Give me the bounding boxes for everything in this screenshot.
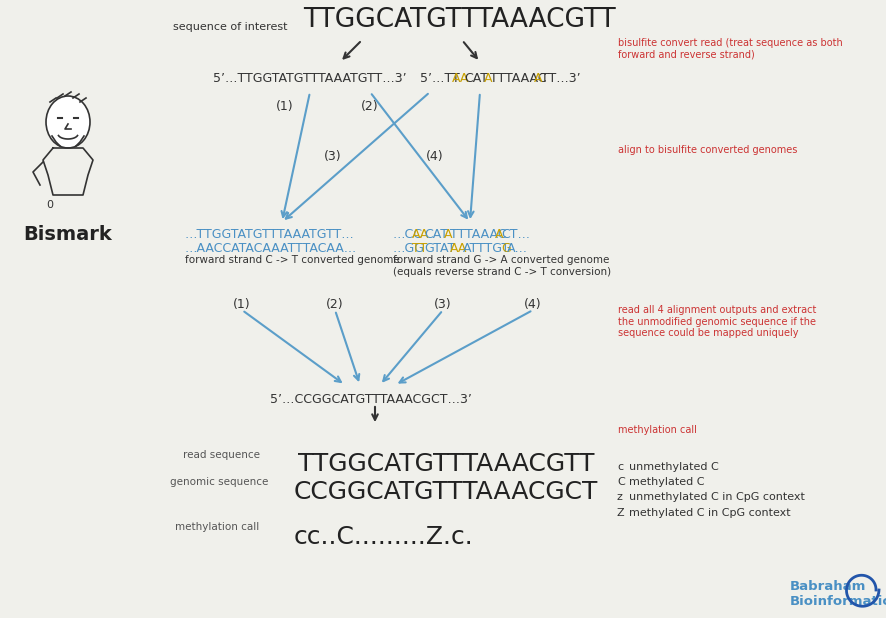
Text: genomic sequence: genomic sequence [170,477,268,487]
Text: read sequence: read sequence [183,450,260,460]
Text: …AACCATACAAATTTACAA…: …AACCATACAAATTTACAA… [185,242,357,255]
Text: TTTAAAC: TTTAAAC [490,72,547,85]
Text: (2): (2) [326,298,344,311]
Text: read all 4 alignment outputs and extract
the unmodified genomic sequence if the
: read all 4 alignment outputs and extract… [618,305,816,338]
Text: AA: AA [450,242,468,255]
Text: methylated C in CpG context: methylated C in CpG context [629,508,790,518]
Text: A: A [484,72,492,85]
Text: TT: TT [412,242,427,255]
Text: C: C [617,477,625,487]
Text: 0: 0 [46,200,53,210]
Text: (4): (4) [525,298,542,311]
Text: G: G [501,242,510,255]
Text: (4): (4) [426,150,444,163]
Text: …CC: …CC [393,228,423,241]
Text: align to bisulfite converted genomes: align to bisulfite converted genomes [618,145,797,155]
Text: methylation call: methylation call [175,522,260,532]
Text: z: z [617,492,623,502]
Text: sequence of interest: sequence of interest [173,22,287,32]
Text: GTAT: GTAT [424,242,456,255]
Text: Babraham
Bioinformatics: Babraham Bioinformatics [790,580,886,608]
Text: ATTTGT: ATTTGT [462,242,510,255]
Text: 5’…TT: 5’…TT [420,72,460,85]
Text: A: A [534,72,543,85]
Ellipse shape [46,96,90,148]
Text: CCGGCATGTTTAAACGCT: CCGGCATGTTTAAACGCT [294,480,598,504]
Text: forward strand G -> A converted genome
(equals reverse strand C -> T conversion): forward strand G -> A converted genome (… [393,255,611,277]
Text: A: A [444,228,452,241]
Text: (2): (2) [361,100,379,113]
Text: methylated C: methylated C [629,477,704,487]
Text: 5’…CCGGCATGTTTAAACGCT…3’: 5’…CCGGCATGTTTAAACGCT…3’ [270,393,472,406]
Text: A…: A… [508,242,528,255]
Text: TTGGCATGTTTAAACGTT: TTGGCATGTTTAAACGTT [298,452,595,476]
Text: Z: Z [617,508,625,518]
Text: AA: AA [412,228,430,241]
Text: AA: AA [452,72,469,85]
Text: …TTGGTATGTTTAAATGTT…: …TTGGTATGTTTAAATGTT… [185,228,354,241]
Text: (3): (3) [434,298,452,311]
Text: TTGGCATGTTTAAACGTT: TTGGCATGTTTAAACGTT [303,7,616,33]
Text: cc..C.........Z.c.: cc..C.........Z.c. [294,525,474,549]
Text: unmethylated C in CpG context: unmethylated C in CpG context [629,492,804,502]
Text: CT…: CT… [501,228,530,241]
Text: unmethylated C: unmethylated C [629,462,719,472]
Text: (3): (3) [324,150,342,163]
Text: methylation call: methylation call [618,425,697,435]
Text: (1): (1) [276,100,294,113]
Text: TTTAAAC: TTTAAAC [450,228,507,241]
Text: TT…3’: TT…3’ [540,72,580,85]
Text: bisulfite convert read (treat sequence as both
forward and reverse strand): bisulfite convert read (treat sequence a… [618,38,843,59]
Text: …GG: …GG [393,242,425,255]
Text: Bismark: Bismark [24,225,113,244]
Text: c: c [617,462,623,472]
Text: forward strand C -> T converted genome: forward strand C -> T converted genome [185,255,400,265]
Text: A: A [494,228,503,241]
Text: CAT: CAT [464,72,488,85]
Text: (1): (1) [233,298,251,311]
Text: CAT: CAT [424,228,448,241]
Text: 5’…TTGGTATGTTTAAATGTT…3’: 5’…TTGGTATGTTTAAATGTT…3’ [213,72,407,85]
